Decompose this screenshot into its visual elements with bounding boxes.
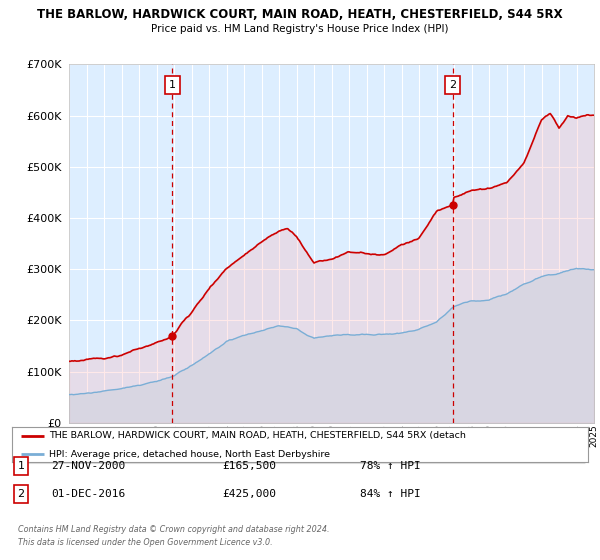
Text: 27-NOV-2000: 27-NOV-2000 [51,461,125,471]
Text: 1: 1 [169,80,176,90]
Text: 1: 1 [17,461,25,471]
Text: Price paid vs. HM Land Registry's House Price Index (HPI): Price paid vs. HM Land Registry's House … [151,24,449,34]
Text: This data is licensed under the Open Government Licence v3.0.: This data is licensed under the Open Gov… [18,538,272,547]
Text: £165,500: £165,500 [222,461,276,471]
Text: THE BARLOW, HARDWICK COURT, MAIN ROAD, HEATH, CHESTERFIELD, S44 5RX: THE BARLOW, HARDWICK COURT, MAIN ROAD, H… [37,8,563,21]
Text: HPI: Average price, detached house, North East Derbyshire: HPI: Average price, detached house, Nort… [49,450,331,459]
Text: THE BARLOW, HARDWICK COURT, MAIN ROAD, HEATH, CHESTERFIELD, S44 5RX (detach: THE BARLOW, HARDWICK COURT, MAIN ROAD, H… [49,431,466,441]
Text: 84% ↑ HPI: 84% ↑ HPI [360,489,421,499]
Text: £425,000: £425,000 [222,489,276,499]
Text: 78% ↑ HPI: 78% ↑ HPI [360,461,421,471]
Text: 01-DEC-2016: 01-DEC-2016 [51,489,125,499]
Text: Contains HM Land Registry data © Crown copyright and database right 2024.: Contains HM Land Registry data © Crown c… [18,525,329,534]
Text: 2: 2 [449,80,456,90]
Text: 2: 2 [17,489,25,499]
